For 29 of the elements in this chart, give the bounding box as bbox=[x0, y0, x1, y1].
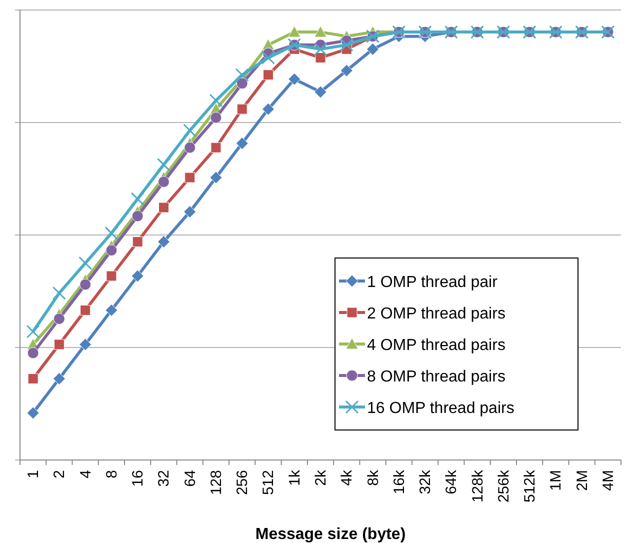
x-tick-label: 64k bbox=[443, 470, 460, 494]
x-tick-label: 4 bbox=[77, 470, 94, 478]
x-tick-label: 32k bbox=[417, 470, 434, 494]
x-tick-label: 32 bbox=[156, 470, 173, 487]
x-tick-label: 1k bbox=[286, 470, 304, 486]
x-tick-label: 1M bbox=[548, 470, 565, 491]
x-tick-label: 8k bbox=[364, 470, 382, 486]
x-tick-label: 512k bbox=[522, 470, 539, 503]
x-tick-label: 4k bbox=[338, 470, 356, 486]
x-tick-label: 128 bbox=[208, 470, 225, 496]
legend-label: 2 OMP thread pairs bbox=[367, 306, 506, 322]
x-tick-label: 128k bbox=[469, 470, 486, 503]
x-tick-label: 2 bbox=[51, 470, 68, 478]
x-tick-label: 2k bbox=[312, 470, 330, 486]
x-tick-label: 16 bbox=[130, 470, 147, 487]
x-tick-label: 256k bbox=[495, 470, 512, 503]
x-tick-label: 2M bbox=[574, 470, 591, 491]
x-tick-label: 16k bbox=[390, 470, 408, 494]
x-axis-title: Message size (byte) bbox=[255, 526, 406, 543]
legend-label: 8 OMP thread pairs bbox=[367, 368, 506, 386]
x-tick-label: 256 bbox=[234, 470, 252, 496]
legend-label: 16 OMP thread pairs bbox=[367, 400, 514, 417]
legend-label: 4 OMP thread pairs bbox=[367, 337, 506, 354]
x-tick-label: 8 bbox=[103, 470, 120, 478]
x-tick-label: 1 bbox=[25, 470, 42, 478]
x-tick-label: 512 bbox=[260, 470, 278, 496]
x-tick-label: 64 bbox=[182, 470, 199, 487]
x-tick-label: 4M bbox=[600, 470, 617, 491]
legend-label: 1 OMP thread pair bbox=[367, 274, 498, 291]
